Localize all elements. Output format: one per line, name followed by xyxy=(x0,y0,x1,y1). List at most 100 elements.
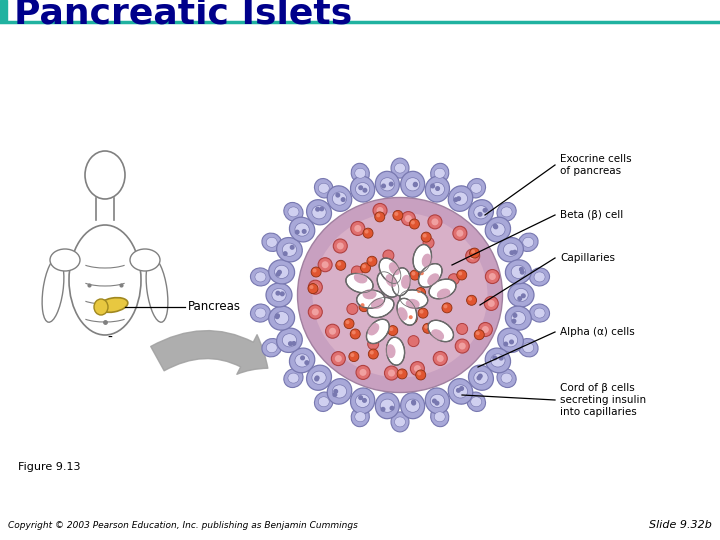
Ellipse shape xyxy=(400,171,425,197)
Ellipse shape xyxy=(312,371,326,384)
Ellipse shape xyxy=(429,279,456,299)
Circle shape xyxy=(411,272,415,275)
Ellipse shape xyxy=(315,179,333,198)
Circle shape xyxy=(431,184,434,188)
Circle shape xyxy=(370,295,374,299)
Ellipse shape xyxy=(282,334,297,347)
Ellipse shape xyxy=(276,238,302,262)
Ellipse shape xyxy=(405,178,420,191)
Ellipse shape xyxy=(380,178,395,191)
Circle shape xyxy=(390,327,393,331)
Ellipse shape xyxy=(454,192,468,205)
Ellipse shape xyxy=(367,298,394,318)
Circle shape xyxy=(410,362,424,376)
Circle shape xyxy=(428,215,442,229)
Ellipse shape xyxy=(469,365,493,390)
Ellipse shape xyxy=(266,343,277,353)
Circle shape xyxy=(325,324,340,338)
Circle shape xyxy=(356,366,370,380)
Circle shape xyxy=(477,376,481,380)
Circle shape xyxy=(412,401,415,405)
Circle shape xyxy=(275,315,279,319)
Ellipse shape xyxy=(42,258,64,322)
Circle shape xyxy=(336,193,340,197)
Ellipse shape xyxy=(288,207,299,217)
Circle shape xyxy=(456,270,467,280)
Ellipse shape xyxy=(392,268,410,296)
Ellipse shape xyxy=(363,289,377,299)
Ellipse shape xyxy=(251,304,271,322)
Text: Copyright © 2003 Pearson Education, Inc. publishing as Benjamin Cummings: Copyright © 2003 Pearson Education, Inc.… xyxy=(8,521,358,530)
Ellipse shape xyxy=(351,388,374,414)
Circle shape xyxy=(359,369,366,376)
Ellipse shape xyxy=(431,329,444,341)
Circle shape xyxy=(493,225,497,228)
Ellipse shape xyxy=(471,183,482,193)
Ellipse shape xyxy=(307,365,331,390)
Ellipse shape xyxy=(385,344,395,358)
Ellipse shape xyxy=(491,223,505,236)
Circle shape xyxy=(368,339,379,349)
Ellipse shape xyxy=(497,202,516,221)
Circle shape xyxy=(510,340,513,344)
Ellipse shape xyxy=(146,258,168,322)
Ellipse shape xyxy=(491,354,505,367)
Circle shape xyxy=(469,248,480,258)
Text: -: - xyxy=(107,331,112,345)
Ellipse shape xyxy=(518,339,538,357)
Ellipse shape xyxy=(437,288,450,299)
Circle shape xyxy=(335,355,342,362)
Ellipse shape xyxy=(449,379,473,404)
Circle shape xyxy=(453,226,467,240)
Circle shape xyxy=(435,401,438,405)
Circle shape xyxy=(485,296,498,310)
Circle shape xyxy=(510,251,513,254)
Circle shape xyxy=(388,369,395,376)
Ellipse shape xyxy=(318,183,329,193)
Circle shape xyxy=(431,218,438,225)
Text: Cord of β cells
secreting insulin
into capillaries: Cord of β cells secreting insulin into c… xyxy=(560,383,646,417)
Ellipse shape xyxy=(385,274,397,287)
Circle shape xyxy=(363,188,366,192)
Ellipse shape xyxy=(428,320,454,342)
Circle shape xyxy=(521,294,525,298)
Circle shape xyxy=(459,342,466,349)
Circle shape xyxy=(512,319,516,323)
Ellipse shape xyxy=(375,171,400,197)
Circle shape xyxy=(456,230,464,237)
Ellipse shape xyxy=(471,397,482,407)
Ellipse shape xyxy=(379,258,401,284)
Ellipse shape xyxy=(355,168,366,178)
Ellipse shape xyxy=(485,348,510,373)
Circle shape xyxy=(456,323,467,334)
Circle shape xyxy=(377,207,384,214)
Ellipse shape xyxy=(426,388,449,414)
Ellipse shape xyxy=(498,238,523,262)
Circle shape xyxy=(520,267,523,271)
Ellipse shape xyxy=(284,369,303,388)
Circle shape xyxy=(341,198,345,201)
Ellipse shape xyxy=(501,207,512,217)
Circle shape xyxy=(373,204,387,218)
Circle shape xyxy=(442,303,452,313)
Circle shape xyxy=(367,256,377,266)
Ellipse shape xyxy=(328,186,352,211)
Circle shape xyxy=(479,374,482,378)
Circle shape xyxy=(504,342,508,346)
Ellipse shape xyxy=(523,343,534,353)
Ellipse shape xyxy=(380,399,395,413)
Circle shape xyxy=(331,352,346,366)
Circle shape xyxy=(487,300,495,307)
Circle shape xyxy=(322,261,328,268)
Ellipse shape xyxy=(395,417,405,427)
Ellipse shape xyxy=(274,265,289,279)
Circle shape xyxy=(390,183,393,186)
Circle shape xyxy=(415,287,426,298)
Circle shape xyxy=(315,376,319,380)
Ellipse shape xyxy=(518,233,538,252)
Ellipse shape xyxy=(255,272,266,282)
Circle shape xyxy=(410,270,420,280)
Text: Alpha (α) cells: Alpha (α) cells xyxy=(560,327,635,337)
Circle shape xyxy=(333,239,347,253)
Ellipse shape xyxy=(391,158,409,178)
